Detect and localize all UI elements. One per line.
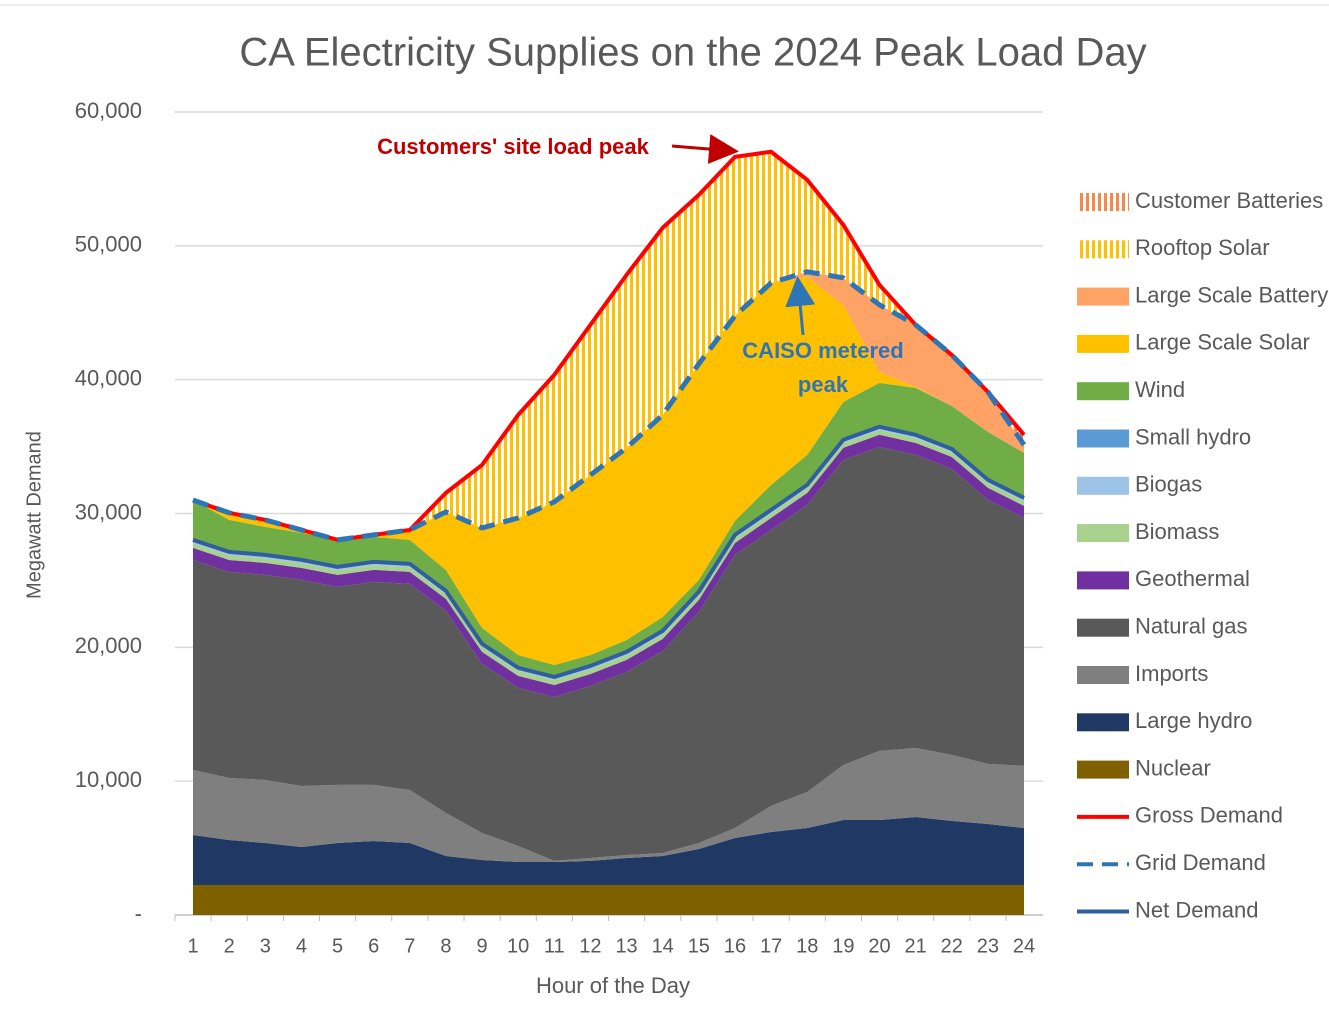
legend-swatch — [1077, 476, 1129, 495]
legend-label: Biomass — [1135, 519, 1219, 544]
annotation-arrow — [785, 276, 816, 336]
x-tick-label: 22 — [941, 935, 963, 957]
legend-swatch — [1077, 382, 1129, 401]
area — [193, 446, 1024, 861]
annotation: CAISO metered — [742, 338, 903, 363]
x-tick-label: 1 — [187, 935, 198, 957]
legend-label: Grid Demand — [1135, 850, 1266, 875]
x-tick-label: 12 — [579, 935, 601, 957]
legend-swatch — [1077, 571, 1129, 590]
legend-swatch — [1077, 193, 1129, 211]
y-tick-label: 20,000 — [75, 633, 142, 658]
x-tick-label: 3 — [260, 935, 271, 957]
x-tick-label: 24 — [1013, 935, 1035, 957]
annotation: Customers' site load peak — [377, 134, 650, 159]
annotation: peak — [798, 372, 849, 397]
x-tick-label: 14 — [652, 935, 674, 957]
annotation-arrow — [671, 134, 739, 164]
x-tick-label: 21 — [904, 935, 926, 957]
legend-label: Rooftop Solar — [1135, 235, 1270, 260]
legend-label: Biogas — [1135, 472, 1202, 497]
legend-label: Gross Demand — [1135, 803, 1283, 828]
legend-swatch — [1077, 429, 1129, 448]
legend-label: Large Scale Solar — [1135, 330, 1310, 355]
x-tick-label: 23 — [977, 935, 999, 957]
x-tick-label: 18 — [796, 935, 818, 957]
y-axis-label: Megawatt Demand — [23, 431, 45, 599]
area — [193, 382, 1024, 677]
legend-label: Large Scale Battery — [1135, 282, 1328, 307]
legend: Customer Batteries Rooftop Solar Large Sca… — [1077, 188, 1328, 922]
legend-label: Net Demand — [1135, 897, 1259, 922]
legend-swatch — [1077, 713, 1129, 732]
legend-swatch — [1077, 760, 1129, 779]
area — [193, 151, 1024, 540]
legend-label: Wind — [1135, 377, 1185, 402]
line — [192, 149, 1026, 542]
legend-label: Large hydro — [1135, 708, 1252, 733]
x-tick-label: 11 — [544, 935, 565, 957]
y-tick-label: 50,000 — [75, 232, 142, 257]
legend-swatch — [1077, 287, 1129, 306]
legend-label: Imports — [1135, 661, 1208, 686]
x-tick-label: 19 — [832, 935, 854, 957]
x-tick-label: 4 — [296, 935, 307, 957]
area — [193, 747, 1024, 863]
legend-label: Nuclear — [1135, 755, 1211, 780]
y-tick-label: - — [135, 901, 142, 926]
legend-swatch — [1077, 240, 1129, 259]
area — [193, 817, 1024, 886]
legend-label: Customer Batteries — [1135, 188, 1323, 213]
x-axis-label: Hour of the Day — [536, 973, 690, 998]
x-tick-label: 20 — [868, 935, 890, 957]
x-tick-label: 17 — [760, 935, 782, 957]
x-tick-label: 10 — [507, 935, 529, 957]
x-tick-label: 13 — [615, 935, 637, 957]
y-tick-label: 30,000 — [75, 499, 142, 524]
legend-swatch — [1077, 524, 1129, 543]
x-tick-label: 8 — [440, 935, 451, 957]
legend-swatch — [1077, 334, 1129, 353]
lines — [192, 149, 1027, 679]
area — [193, 885, 1024, 915]
legend-label: Natural gas — [1135, 614, 1248, 639]
y-tick-label: 60,000 — [75, 98, 142, 123]
y-tick-label: 10,000 — [75, 767, 142, 792]
x-tick-label: 15 — [688, 935, 710, 957]
areas — [193, 151, 1024, 915]
area — [193, 434, 1024, 697]
line — [192, 424, 1025, 679]
x-tick-label: 2 — [224, 935, 235, 957]
legend-label: Geothermal — [1135, 566, 1250, 591]
chart-title: CA Electricity Supplies on the 2024 Peak… — [239, 31, 1146, 75]
area — [193, 276, 1024, 665]
x-tick-label: 9 — [476, 935, 487, 957]
legend-label: Small hydro — [1135, 424, 1251, 449]
y-tick-label: 40,000 — [75, 365, 142, 390]
legend-swatch — [1077, 666, 1129, 684]
x-tick-label: 5 — [332, 935, 343, 957]
legend-swatch — [1077, 618, 1129, 637]
x-tick-label: 16 — [724, 935, 746, 957]
x-tick-label: 6 — [368, 935, 379, 957]
x-tick-label: 7 — [404, 935, 415, 957]
